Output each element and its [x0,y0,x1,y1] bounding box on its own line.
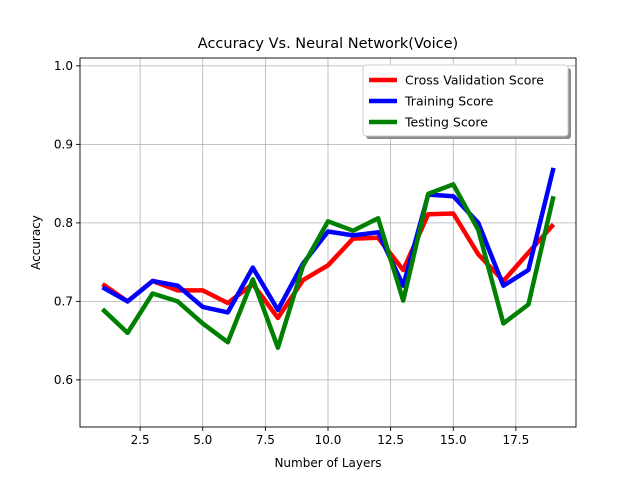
x-tick-label: 5.0 [193,433,212,447]
series-line-cross-validation-score [101,211,556,321]
chart-title: Accuracy Vs. Neural Network(Voice) [198,36,458,52]
series-line-testing-score [100,182,556,350]
x-tick-label: 2.5 [131,433,150,447]
x-axis-label: Number of Layers [274,456,381,470]
y-tick-label: 1.0 [54,59,73,73]
y-tick-label: 0.7 [54,294,73,308]
y-axis-label: Accuracy [29,215,43,270]
x-tick-label: 12.5 [377,433,404,447]
legend-box [362,64,569,137]
series-line-training-score [101,167,556,315]
legend: Cross Validation Score Training Score Test… [362,64,571,139]
x-tick-label: 17.5 [503,433,530,447]
x-tick-label: 15.0 [440,433,467,447]
x-tick-label: 10.0 [315,433,342,447]
axis-ticks: 2.5 5.0 7.5 10.0 12.5 15.0 17.5 0.6 0.7 0.8 0.9 1.0 [54,59,529,447]
y-tick-label: 0.9 [54,137,73,151]
legend-label: Cross Validation Score [405,73,544,88]
x-tick-label: 7.5 [256,433,275,447]
legend-label: Training Score [404,94,494,109]
series-lines [100,167,556,350]
y-tick-label: 0.8 [54,216,73,230]
legend-label: Testing Score [404,115,488,130]
y-tick-label: 0.6 [54,373,73,387]
